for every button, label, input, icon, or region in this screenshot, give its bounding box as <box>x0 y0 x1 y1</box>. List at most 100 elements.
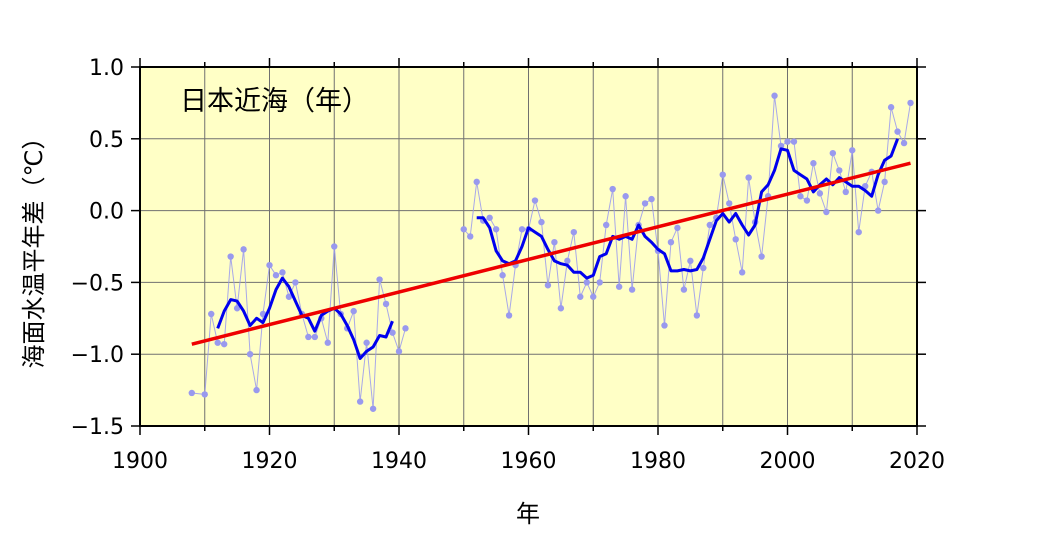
chart-title: 日本近海（年） <box>180 86 369 117</box>
annual-point <box>551 238 558 246</box>
annual-point <box>188 389 195 397</box>
annual-point <box>272 272 280 279</box>
annual-point <box>784 138 791 145</box>
annual-point <box>719 171 726 178</box>
annual-point <box>227 253 234 260</box>
annual-point <box>609 185 616 193</box>
annual-point <box>836 167 843 174</box>
annual-point <box>208 310 215 318</box>
annual-point <box>745 174 752 181</box>
x-tick-label: 2000 <box>760 449 816 474</box>
annual-point <box>849 147 856 154</box>
annual-point <box>622 193 629 200</box>
annual-point <box>253 386 260 394</box>
annual-point <box>648 195 655 203</box>
annual-point <box>201 391 208 398</box>
annual-point <box>279 269 286 276</box>
annual-point <box>531 197 539 204</box>
annual-point <box>667 238 675 246</box>
annual-point <box>823 208 830 216</box>
annual-point <box>376 276 383 283</box>
annual-point <box>706 221 713 229</box>
annual-point <box>564 257 571 265</box>
annual-point <box>894 128 901 135</box>
annual-point <box>460 226 467 233</box>
annual-point <box>771 92 778 99</box>
trend-line <box>191 161 911 346</box>
annual-point <box>395 348 403 355</box>
annual-point <box>492 226 500 233</box>
annual-point <box>907 99 914 107</box>
annual-point <box>615 283 623 290</box>
annual-point <box>544 282 552 289</box>
x-tick-label: 2020 <box>889 449 945 474</box>
y-tick-label: −1.5 <box>71 415 124 440</box>
annual-point <box>292 279 299 286</box>
annual-point <box>790 138 798 145</box>
x-tick-label: 1920 <box>242 449 298 474</box>
annual-point <box>577 293 584 300</box>
annual-point <box>214 339 221 346</box>
y-axis-title: 海面水温平年差（℃） <box>20 126 48 369</box>
annual-point <box>369 405 377 412</box>
annual-point <box>246 351 254 358</box>
annual-point <box>842 188 849 196</box>
annual-point <box>557 305 565 312</box>
annual-point <box>363 339 370 346</box>
x-tick-label: 1960 <box>501 449 557 474</box>
x-axis-title: 年 <box>516 500 540 528</box>
annual-point <box>570 228 578 236</box>
annual-point <box>518 226 526 233</box>
annual-point <box>797 193 804 200</box>
annual-point <box>726 200 733 207</box>
annual-point <box>356 398 364 405</box>
annual-point <box>816 190 824 197</box>
axis-ticks: 1900 1920 1940 1960 1980 2000 2020 1.0 0.5 0.0 −0.… <box>71 56 945 474</box>
annual-point <box>641 200 649 207</box>
annual-point <box>590 293 597 300</box>
annual-point <box>900 139 908 147</box>
annual-point <box>350 307 357 315</box>
annual-point <box>505 312 513 319</box>
annual-point <box>738 269 746 276</box>
annual-point <box>499 272 506 279</box>
annual-point <box>538 218 545 226</box>
annual-series-line <box>463 95 911 326</box>
annual-point <box>700 264 707 272</box>
annual-point <box>674 224 681 232</box>
series-layer <box>188 92 914 412</box>
annual-point <box>233 305 241 312</box>
annual-point <box>887 104 895 111</box>
annual-point <box>758 253 765 260</box>
annual-point <box>467 233 474 240</box>
annual-point <box>331 243 338 250</box>
x-tick-label: 1980 <box>630 449 686 474</box>
annual-point <box>628 286 636 293</box>
annual-point <box>285 293 293 300</box>
y-tick-label: 0.5 <box>89 128 124 153</box>
x-tick-label: 1940 <box>371 449 427 474</box>
annual-point <box>732 236 739 243</box>
annual-point <box>266 261 273 269</box>
annual-point <box>324 339 331 346</box>
annual-point <box>603 221 610 229</box>
annual-point <box>305 333 312 341</box>
annual-point <box>680 286 688 293</box>
annual-point <box>803 197 811 204</box>
annual-point <box>583 279 590 286</box>
x-tick-label: 1900 <box>112 449 168 474</box>
gridlines <box>140 67 917 426</box>
annual-point <box>777 142 785 150</box>
annual-point <box>240 246 247 253</box>
annual-point <box>874 207 882 214</box>
y-tick-label: 0.0 <box>89 200 124 225</box>
annual-point <box>881 178 888 186</box>
annual-point <box>473 178 480 186</box>
annual-point <box>389 329 396 336</box>
annual-point <box>311 333 319 341</box>
y-tick-label: −0.5 <box>71 271 124 296</box>
annual-point <box>855 228 862 236</box>
annual-point <box>810 160 817 167</box>
moving-average-line <box>476 138 900 280</box>
